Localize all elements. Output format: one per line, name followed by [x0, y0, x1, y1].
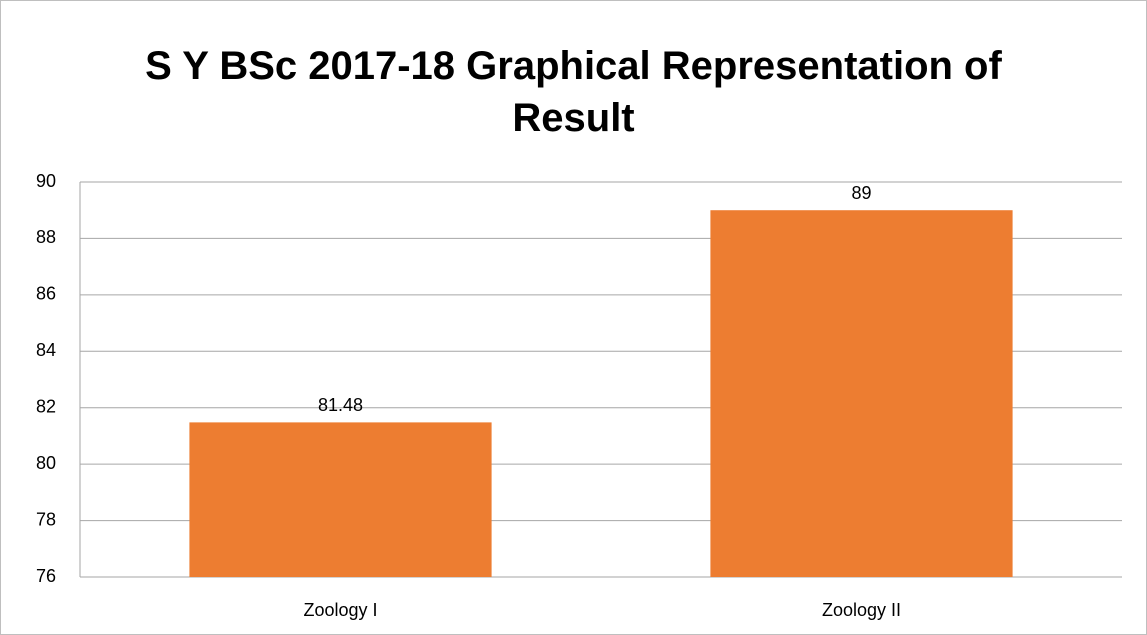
bar [710, 210, 1013, 577]
x-tick-label: Zoology I [303, 600, 377, 620]
y-tick-label: 80 [36, 453, 56, 473]
y-tick-label: 88 [36, 227, 56, 247]
y-tick-label: 78 [36, 509, 56, 529]
data-label: 81.48 [318, 395, 363, 415]
x-tick-label: Zoology II [822, 600, 901, 620]
bar [189, 422, 492, 577]
y-tick-label: 82 [36, 396, 56, 416]
chart-title: S Y BSc 2017-18 Graphical Representation… [145, 44, 1002, 140]
data-label: 89 [851, 183, 871, 203]
y-tick-label: 84 [36, 340, 56, 360]
y-tick-label: 86 [36, 284, 56, 304]
y-tick-label: 90 [36, 171, 56, 191]
y-tick-label: 76 [36, 566, 56, 586]
